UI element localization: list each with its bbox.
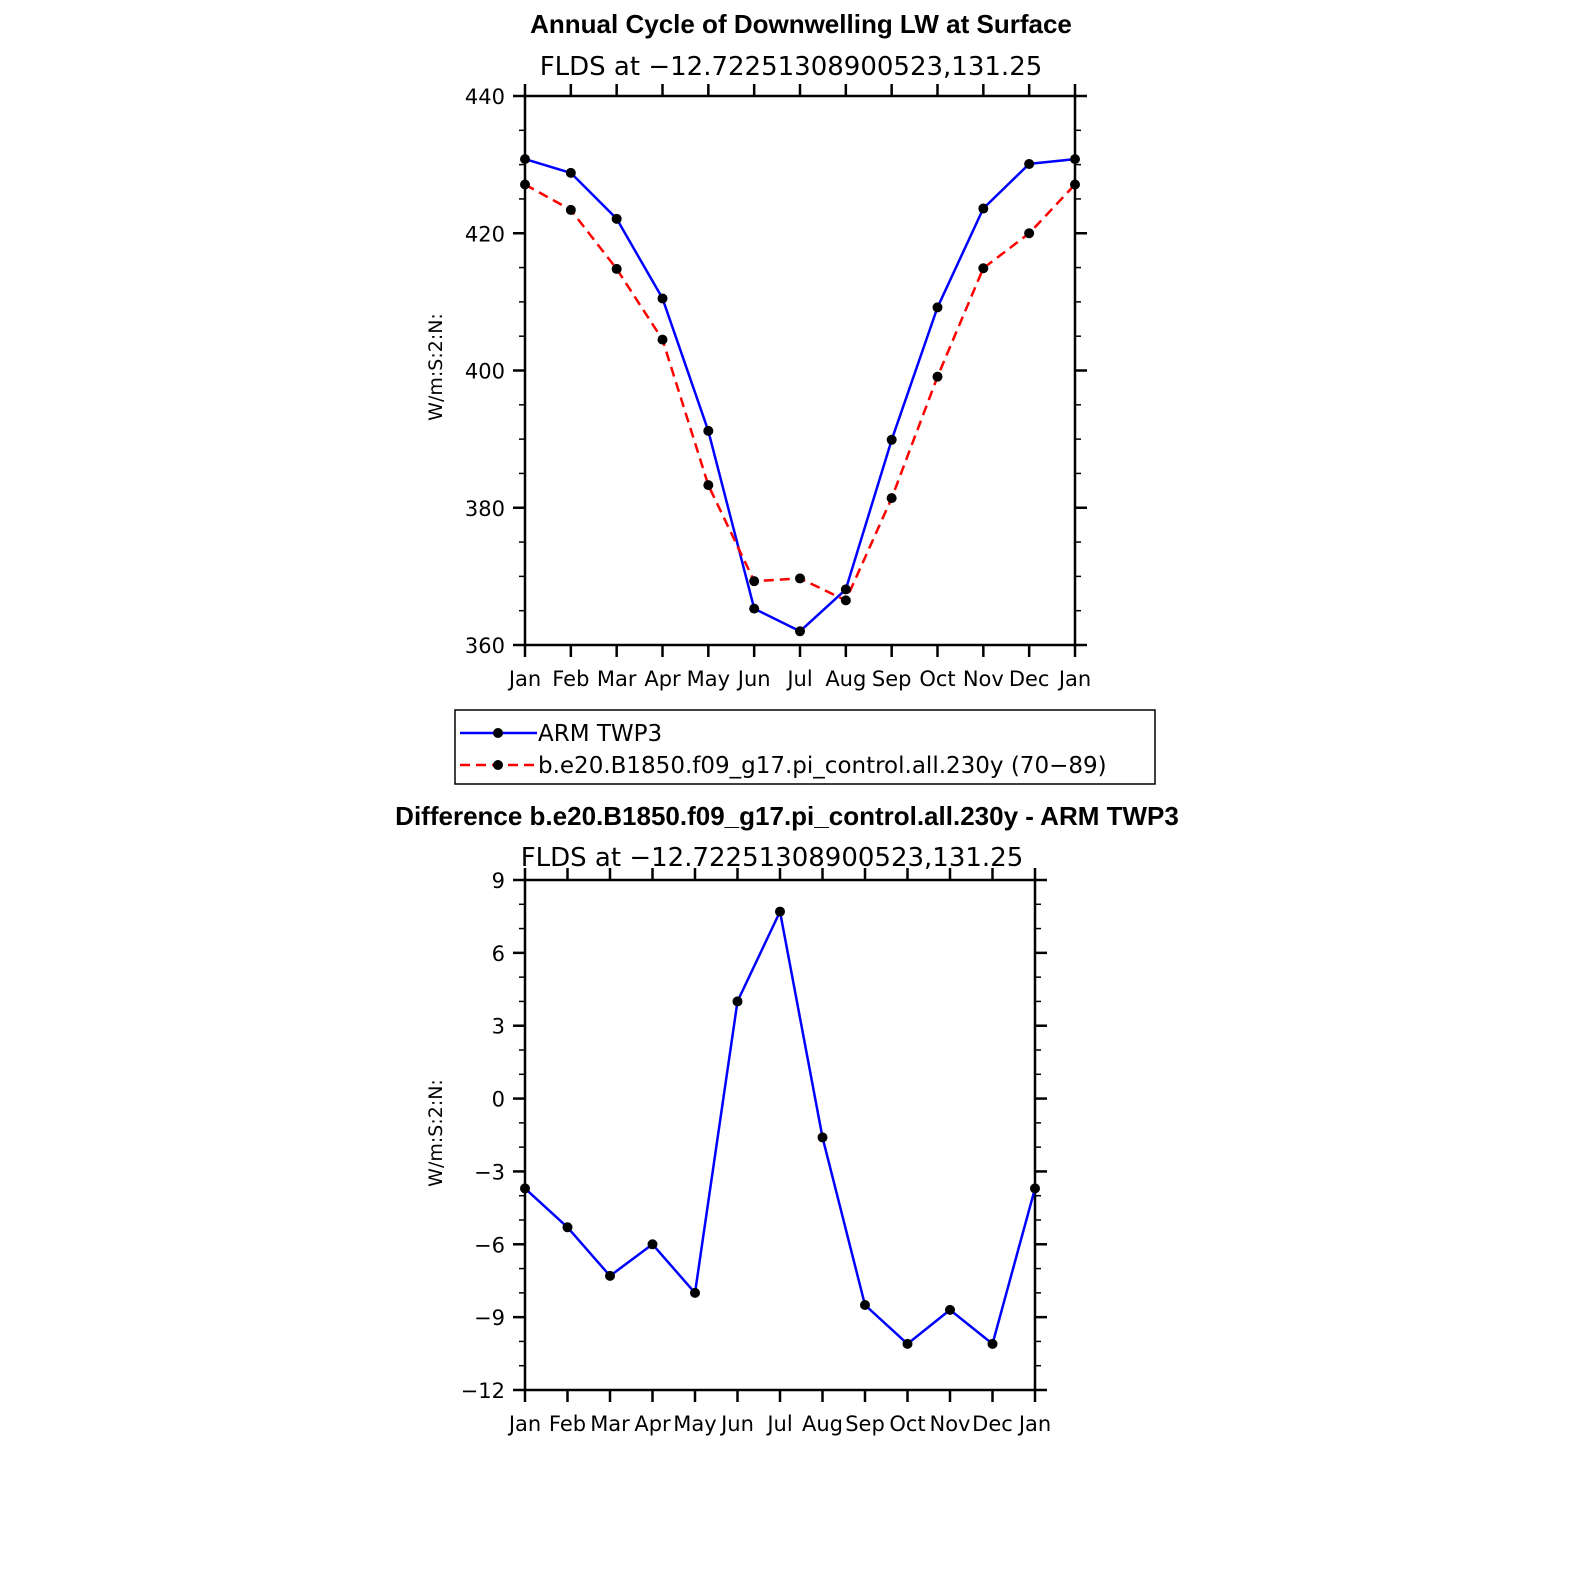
- chart2-x-tick-label: Jun: [719, 1412, 754, 1436]
- chart1-series-0-point: [520, 154, 530, 165]
- chart2-x-tick-label: May: [673, 1412, 716, 1436]
- chart1-series-0-point: [703, 425, 714, 436]
- chart2-series-0-point: [605, 1270, 615, 1281]
- chart2-series-0-point: [902, 1338, 913, 1349]
- chart1-ylabel: W/m:S:2:N:: [425, 313, 447, 421]
- chart1-series-1-point: [703, 480, 714, 491]
- legend-box: [454, 709, 1156, 785]
- chart2-series-0-point: [987, 1338, 998, 1349]
- chart2-series-0-point: [1030, 1183, 1040, 1194]
- chart1-plot-area: Jan Feb Mar Apr May Jun Jul Aug Sep Oct Nov Dec Jan3…: [465, 84, 1091, 691]
- chart1-series-0-point: [978, 203, 989, 214]
- chart2-frame: [523, 878, 1037, 1392]
- chart2-y-tick-label: 6: [492, 942, 505, 966]
- legend-marker-arm: [493, 728, 503, 738]
- chart1-x-tick-label: Nov: [963, 667, 1004, 691]
- chart1-y-tick-label: 440: [465, 85, 505, 109]
- chart1-series-1-point: [932, 371, 943, 382]
- chart1-series-0-point: [840, 584, 851, 595]
- chart1-y-tick-label: 360: [465, 634, 505, 658]
- chart1-y-tick-label: 420: [465, 222, 505, 246]
- chart2-y-tick-label: 9: [492, 869, 505, 893]
- chart1-series-1-point: [749, 576, 760, 587]
- chart2-series-0-line: [524, 910, 1037, 1346]
- chart1-series-0-point: [795, 626, 805, 637]
- chart1-series-0-point: [1070, 154, 1080, 165]
- chart2-y-tick-label: −6: [474, 1233, 505, 1257]
- chart1-series-0-point: [1024, 158, 1035, 169]
- chart1-series-0-line: [524, 157, 1076, 633]
- chart2-x-tick-label: Jan: [507, 1412, 541, 1436]
- chart2-ylabel: W/m:S:2:N:: [425, 1079, 447, 1187]
- chart1-series-1-point: [565, 204, 576, 215]
- chart2-x-tick-label: Dec: [972, 1412, 1013, 1436]
- chart1-x-tick-label: Oct: [919, 667, 955, 691]
- chart1-series-1-point: [978, 263, 989, 274]
- chart2-series-0-point: [562, 1222, 573, 1233]
- chart1-title: Annual Cycle of Downwelling LW at Surfac…: [530, 9, 1072, 39]
- legend-label-model: b.e20.B1850.f09_g17.pi_control.all.230y …: [538, 753, 1107, 779]
- chart1-y-tick-label: 400: [465, 360, 505, 384]
- legend-label-arm: ARM TWP3: [538, 721, 662, 747]
- chart1-x-tick-label: Jan: [1057, 667, 1091, 691]
- chart2-series-0-point: [647, 1239, 658, 1250]
- chart1-x-tick-label: Sep: [872, 667, 912, 691]
- chart1-subtitle: FLDS at −12.72251308900523,131.25: [540, 52, 1043, 82]
- chart1-series-0-point: [657, 293, 668, 304]
- chart2-x-tick-label: Oct: [889, 1412, 925, 1436]
- chart2-x-tick-label: Jul: [765, 1412, 792, 1436]
- chart2-series-0-point: [817, 1132, 828, 1143]
- chart2-x-tick-label: Nov: [930, 1412, 971, 1436]
- chart1-legend: ARM TWP3 b.e20.B1850.f09_g17.pi_control.…: [454, 709, 1156, 785]
- chart2-x-tick-label: Aug: [802, 1412, 843, 1436]
- chart1-x-tick-label: May: [687, 667, 730, 691]
- legend-marker-model: [493, 760, 503, 770]
- chart1-x-tick-label: Aug: [825, 667, 866, 691]
- chart2-y-tick-label: −3: [474, 1160, 505, 1184]
- chart1-x-tick-label: Jul: [785, 667, 812, 691]
- chart2-series-0-point: [860, 1300, 870, 1310]
- chart1-series-0-point: [749, 603, 760, 614]
- chart1-series-1-point: [886, 493, 897, 504]
- chart1-series-1-point: [520, 179, 530, 190]
- chart1-x-tick-label: Jun: [736, 667, 771, 691]
- chart1-series-1-point: [1070, 179, 1080, 190]
- chart2-plot-area: Jan Feb Mar Apr May Jun Jul Aug Sep Oct Nov Dec Jan−…: [461, 868, 1051, 1436]
- chart2-series-0-point: [945, 1304, 955, 1315]
- chart2-series-0-point: [775, 906, 785, 917]
- chart2-y-tick-label: −9: [474, 1306, 505, 1330]
- chart1-x-tick-label: Mar: [597, 667, 637, 691]
- chart2-subtitle: FLDS at −12.72251308900523,131.25: [521, 843, 1024, 873]
- chart2-series-0-point: [520, 1183, 530, 1194]
- chart1-y-tick-label: 380: [465, 497, 505, 521]
- chart1-series-1-point: [657, 334, 668, 345]
- chart1-series-0-point: [611, 213, 622, 224]
- chart2-y-tick-label: −12: [461, 1379, 505, 1403]
- chart2-x-tick-label: Sep: [845, 1412, 885, 1436]
- chart2-x-tick-label: Apr: [634, 1412, 671, 1436]
- chart2-series-0-point: [732, 996, 743, 1007]
- chart1-series-1-point: [611, 263, 622, 274]
- chart1-series-1-point: [795, 573, 805, 584]
- chart2-series-0-point: [690, 1287, 700, 1298]
- chart1-x-tick-label: Feb: [552, 667, 589, 691]
- chart1-series-1-line: [524, 183, 1076, 602]
- chart1-frame: [523, 94, 1077, 647]
- chart1-x-tick-label: Apr: [644, 667, 681, 691]
- chart2-x-tick-label: Jan: [1017, 1412, 1051, 1436]
- chart2-x-tick-label: Feb: [549, 1412, 586, 1436]
- chart1-series-1-point: [1024, 228, 1035, 239]
- chart2-y-tick-label: 3: [492, 1015, 505, 1039]
- chart1-series-0-point: [886, 434, 897, 445]
- chart1-x-tick-label: Jan: [507, 667, 541, 691]
- chart1-series-0-point: [932, 302, 943, 313]
- chart1-series-1-point: [840, 595, 851, 606]
- chart2-x-tick-label: Mar: [590, 1412, 630, 1436]
- chart2-title: Difference b.e20.B1850.f09_g17.pi_contro…: [395, 801, 1179, 831]
- chart1-series-0-point: [565, 167, 576, 178]
- chart2-y-tick-label: 0: [492, 1088, 505, 1112]
- chart1-x-tick-label: Dec: [1009, 667, 1050, 691]
